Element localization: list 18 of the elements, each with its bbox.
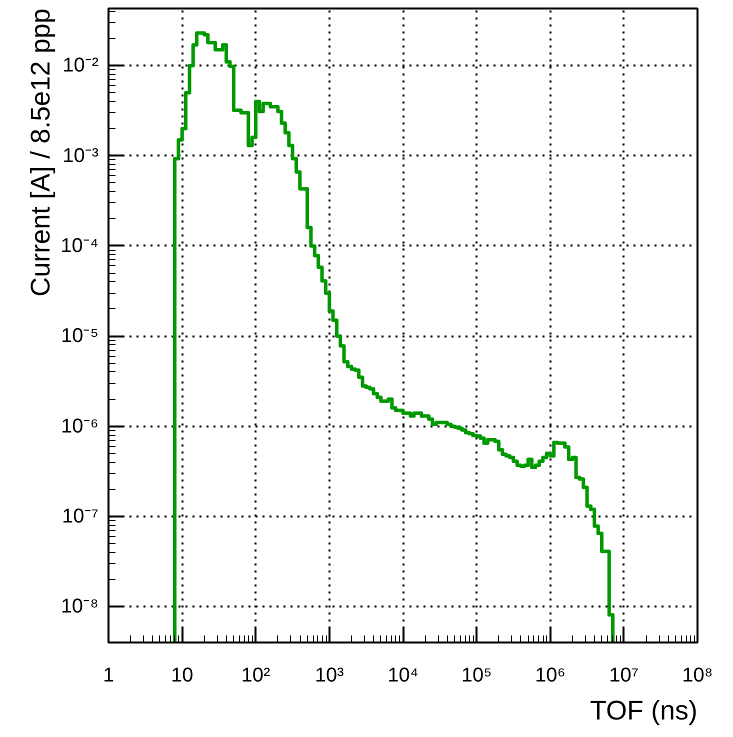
x-tick-label: 10⁸ <box>682 664 713 686</box>
x-tick-label: 10⁴ <box>388 664 418 686</box>
x-tick-label: 10⁵ <box>461 664 492 686</box>
y-tick-label: 10⁻⁴ <box>60 234 99 257</box>
x-tick-label: 10 <box>171 664 194 686</box>
y-tick-label: 10⁻⁶ <box>61 415 99 438</box>
x-tick-label: 10⁶ <box>535 664 566 686</box>
y-axis-title: Current [A] / 8.5e12 ppp <box>26 8 56 297</box>
x-tick-label: 10³ <box>314 664 344 686</box>
x-tick-label: 10² <box>241 664 271 686</box>
y-tick-label: 10⁻⁷ <box>62 505 98 528</box>
x-tick-label: 10⁷ <box>609 664 639 686</box>
y-tick-label: 10⁻⁵ <box>60 325 99 348</box>
y-tick-label: 10⁻² <box>62 54 99 77</box>
x-tick-label: 1 <box>102 664 114 686</box>
x-axis-title: TOF (ns) <box>590 696 698 726</box>
y-tick-label: 10⁻³ <box>62 144 99 167</box>
y-tick-label: 10⁻⁸ <box>60 596 99 618</box>
